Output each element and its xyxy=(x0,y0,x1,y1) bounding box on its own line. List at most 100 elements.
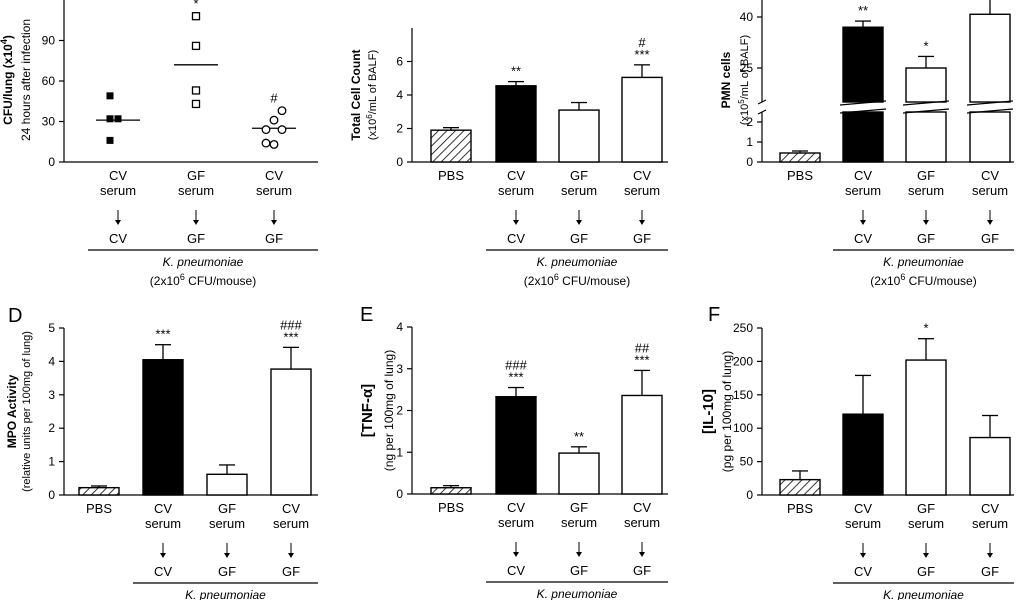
x-target-label: CV xyxy=(854,564,872,579)
x-tick-label: CV xyxy=(981,501,999,516)
axis-break-gap xyxy=(904,103,948,111)
footer-organism: K. pneumoniae xyxy=(163,255,244,269)
data-point xyxy=(106,136,114,144)
bar xyxy=(270,368,312,496)
x-tick-label: CV xyxy=(633,168,651,183)
arrow-head-icon xyxy=(860,553,866,558)
y-tick-label: 2 xyxy=(746,115,753,129)
significance-label: *** xyxy=(155,327,170,342)
data-point xyxy=(269,115,279,125)
y-tick-label: 2 xyxy=(48,421,55,435)
footer-organism: K. pneumoniae xyxy=(537,255,618,269)
y-tick-label: 250 xyxy=(733,321,753,335)
footer-dose-exponent: 6 xyxy=(554,272,559,282)
x-tick-label: serum xyxy=(209,516,245,531)
significance-label: * xyxy=(923,321,928,336)
x-tick-label: PBS xyxy=(438,168,464,183)
footer-dose-prefix: (2x10 xyxy=(524,274,554,288)
x-tick-label: PBS xyxy=(787,501,813,516)
axis-break-gap xyxy=(841,103,885,111)
arrow-head-icon xyxy=(576,220,582,225)
arrow-head-icon xyxy=(639,220,645,225)
y-tick-label: 1 xyxy=(396,445,403,459)
x-tick-label: serum xyxy=(256,183,292,198)
y-tick-label: 0 xyxy=(746,488,753,502)
arrow-head-icon xyxy=(576,552,582,557)
bar xyxy=(621,76,663,163)
y-axis-title-text: CFU/lung (x10 xyxy=(1,44,15,125)
chart-panel-d: D 0 1 2 3 4 5 MPO Activity (relative units per 1… xyxy=(5,305,318,600)
significance-label: ** xyxy=(574,429,584,444)
bar xyxy=(779,152,821,163)
arrow-head-icon xyxy=(193,220,199,225)
arrow-head-icon xyxy=(860,220,866,225)
x-target-label: GF xyxy=(282,564,300,579)
x-tick-label: GF xyxy=(917,501,935,516)
x-tick-label: PBS xyxy=(86,501,112,516)
x-tick-label: GF xyxy=(917,168,935,183)
footer-organism: K. pneumoniae xyxy=(185,588,266,600)
y-tick-label: 4 xyxy=(396,320,403,334)
significance-label: * xyxy=(193,0,198,11)
bar xyxy=(779,478,821,496)
footer-dose-exponent: 6 xyxy=(900,272,905,282)
y-tick-label: 150 xyxy=(733,388,753,402)
bar xyxy=(495,396,537,495)
y-tick-label: 1 xyxy=(48,455,55,469)
footer-dose-prefix: (2x10 xyxy=(870,274,900,288)
x-target-label: GF xyxy=(570,231,588,246)
bar-break-mark xyxy=(839,108,887,114)
y-tick-label: 50 xyxy=(740,455,754,469)
y-tick-label: 4 xyxy=(396,88,403,102)
x-target-label: GF xyxy=(981,231,999,246)
footer-dose: (2x106 CFU/mouse) xyxy=(870,272,976,288)
x-target-label: CV xyxy=(854,231,872,246)
arrow-head-icon xyxy=(513,220,519,225)
y-axis-subtitle: (ng per 100mg of lung) xyxy=(382,350,396,471)
bar xyxy=(430,487,472,495)
x-tick-label: CV xyxy=(154,501,172,516)
y-tick-label: 5 xyxy=(48,321,55,335)
panel-label: E xyxy=(360,304,373,326)
x-tick-label: CV xyxy=(633,500,651,515)
chart-panel-a: 0 30 60 90 CFU/lung (x104) 24 hours after inf… xyxy=(0,0,318,288)
y-axis-subtitle-suffix: /mL of BALF) xyxy=(739,35,751,99)
y-tick-label: 0 xyxy=(396,155,403,169)
y-axis-title: [IL-10] xyxy=(700,389,717,434)
y-axis-title: [TNF-α] xyxy=(359,384,376,437)
chart-panel-f: F 0 50 100 150 200 250 [IL-10] (pg per 100mg of … xyxy=(700,304,1014,600)
x-tick-label: serum xyxy=(498,183,534,198)
arrow-head-icon xyxy=(513,552,519,557)
y-tick-label: 25 xyxy=(740,61,754,75)
x-tick-label: CV xyxy=(109,168,127,183)
x-target-label: GF xyxy=(570,563,588,578)
data-point xyxy=(191,41,201,51)
y-axis-title: MPO Activity xyxy=(5,374,19,448)
footer-organism: K. pneumoniae xyxy=(883,588,964,600)
y-tick-label: 0 xyxy=(396,487,403,501)
x-target-label: GF xyxy=(218,564,236,579)
data-point xyxy=(106,92,114,100)
y-axis-title: PMN cells xyxy=(719,51,733,108)
x-target-label: CV xyxy=(109,231,127,246)
y-axis-subtitle-exponent: 5 xyxy=(737,99,746,104)
x-target-label: GF xyxy=(187,231,205,246)
y-tick-label: 4 xyxy=(48,354,55,368)
x-tick-label: CV xyxy=(981,168,999,183)
x-tick-label: serum xyxy=(845,183,881,198)
arrow-head-icon xyxy=(639,552,645,557)
bar xyxy=(842,111,884,163)
x-tick-label: serum xyxy=(972,516,1008,531)
y-axis-subtitle-suffix: /mL of BALF) xyxy=(367,50,379,114)
footer-organism: K. pneumoniae xyxy=(537,587,618,600)
bar xyxy=(142,359,184,496)
significance-label: # xyxy=(638,35,646,50)
x-target-label: GF xyxy=(981,564,999,579)
x-target-label: CV xyxy=(507,563,525,578)
data-point xyxy=(261,125,271,135)
data-point xyxy=(269,139,279,149)
data-point xyxy=(106,115,114,123)
y-axis-subtitle-exponent: 6 xyxy=(365,114,374,119)
axis-break-gap xyxy=(968,103,1012,111)
